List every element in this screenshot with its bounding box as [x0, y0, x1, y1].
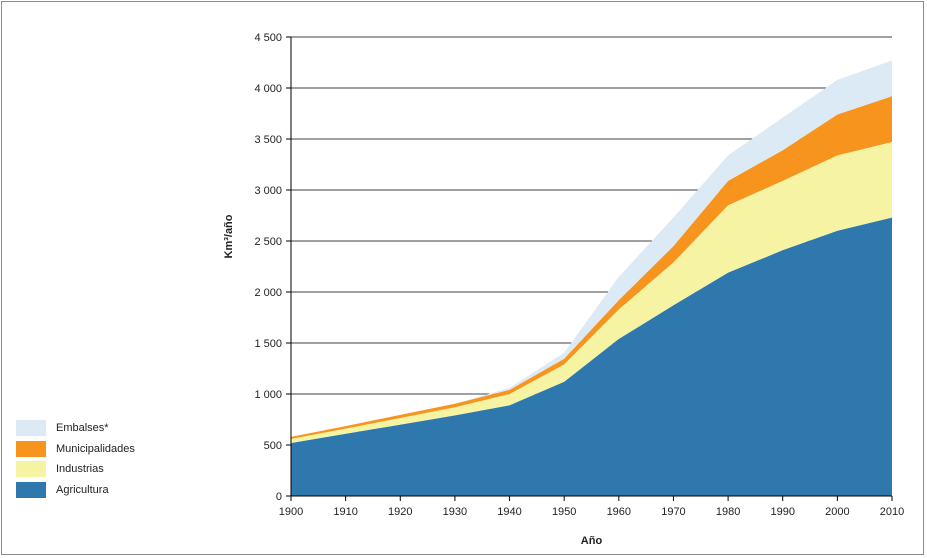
- axes: [290, 37, 892, 497]
- x-tick-label: 1970: [661, 506, 685, 518]
- legend-item: Industrias: [16, 459, 135, 480]
- legend-label: Industrias: [56, 463, 104, 476]
- y-tick-labels: 0 500 1 000 1 500 2 000 2 500 3 000 3 500 4 000 4…: [254, 32, 291, 503]
- x-tick-label: 1930: [443, 506, 467, 518]
- legend-label: Agricultura: [56, 483, 109, 496]
- y-axis-title: Km³/año: [223, 214, 235, 258]
- x-tick-label: 2000: [825, 506, 849, 518]
- legend-label: Municipalidades: [56, 442, 135, 455]
- x-tick-label: 1900: [279, 506, 303, 518]
- area-embalses: [291, 60, 892, 437]
- legend-swatch: [16, 461, 46, 478]
- legend: Embalses* Municipalidades Industrias Agricu…: [16, 418, 135, 500]
- x-tick-label: 2010: [880, 506, 904, 518]
- y-tick-label: 500: [264, 440, 282, 452]
- area-series: [291, 60, 892, 497]
- x-tick-label: 1980: [716, 506, 740, 518]
- legend-item: Agricultura: [16, 480, 135, 501]
- x-tick-label: 1940: [497, 506, 521, 518]
- y-tick-label: 1 000: [254, 389, 282, 401]
- y-tick-label: 0: [276, 491, 282, 503]
- x-tick-label: 1950: [552, 506, 576, 518]
- legend-swatch: [16, 481, 46, 498]
- y-tick-label: 1 500: [254, 338, 282, 350]
- legend-label: Embalses*: [56, 422, 109, 435]
- x-tick-label: 1990: [770, 506, 794, 518]
- x-tick-label: 1920: [388, 506, 412, 518]
- y-tick-label: 4 500: [254, 32, 282, 44]
- y-tick-label: 2 500: [254, 236, 282, 248]
- legend-item: Municipalidades: [16, 439, 135, 460]
- area-agricultura: [291, 217, 892, 497]
- x-tick-labels: 1900 1910 1920 1930 1940 1950 1960 1970 1980 1990…: [279, 496, 904, 518]
- area-municipalidades: [291, 96, 892, 439]
- legend-item: Embalses*: [16, 418, 135, 439]
- x-tick-label: 1910: [333, 506, 357, 518]
- area-industrias: [291, 142, 892, 443]
- legend-swatch: [16, 420, 46, 437]
- x-axis-title: Año: [581, 535, 603, 547]
- y-tick-label: 4 000: [254, 83, 282, 95]
- y-tick-label: 2 000: [254, 287, 282, 299]
- legend-swatch: [16, 440, 46, 457]
- y-tick-label: 3 500: [254, 134, 282, 146]
- y-tick-label: 3 000: [254, 185, 282, 197]
- x-tick-label: 1960: [607, 506, 631, 518]
